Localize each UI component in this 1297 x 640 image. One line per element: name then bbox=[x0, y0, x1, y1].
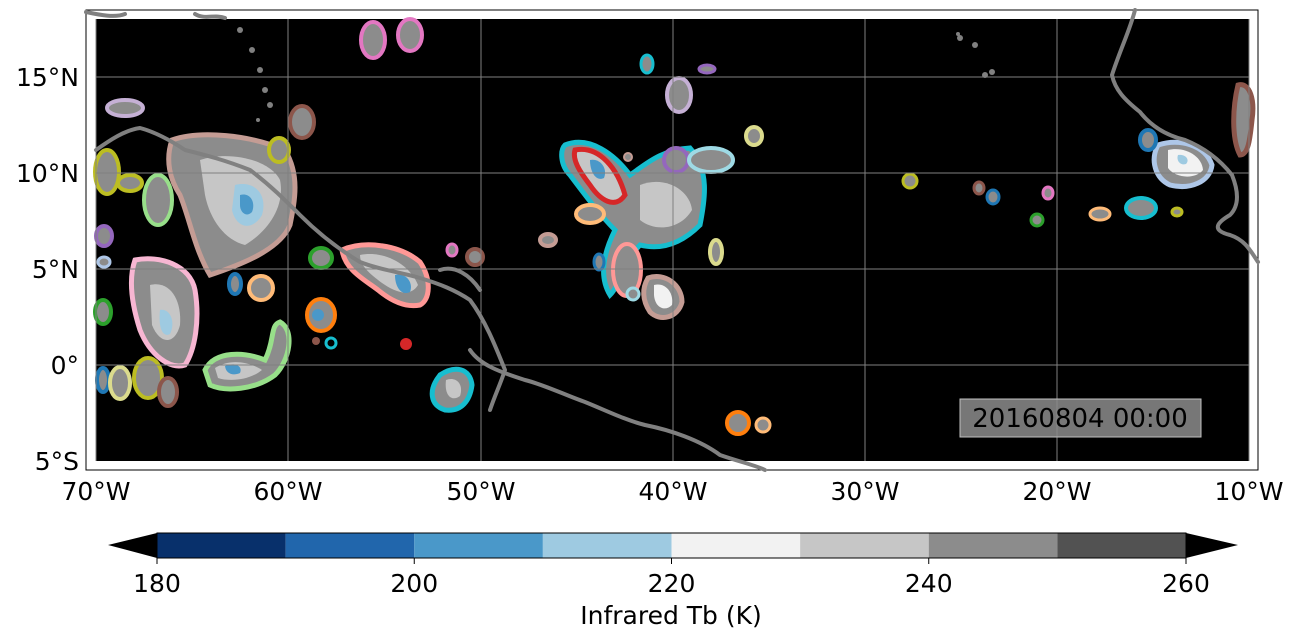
colorbar-segment bbox=[928, 533, 1058, 558]
longitude-tick-labels: 70°W 60°W 50°W 40°W 30°W 20°W 10°W bbox=[61, 477, 1283, 506]
caribbean-islands bbox=[193, 12, 227, 20]
colorbar-segment bbox=[671, 533, 801, 558]
colorbar-segments bbox=[157, 533, 1186, 558]
latitude-tick-label: 5°N bbox=[32, 255, 79, 284]
cloud-cluster bbox=[166, 132, 298, 279]
colorbar-ticks: 180 200 220 240 260 bbox=[133, 558, 1210, 598]
colorbar-label: Infrared Tb (K) bbox=[580, 601, 762, 630]
colorbar-tick-label: 260 bbox=[1162, 569, 1210, 598]
gridlines bbox=[95, 19, 1250, 461]
west-africa-coast bbox=[1110, 8, 1260, 264]
latitude-tick-label: 10°N bbox=[16, 159, 79, 188]
longitude-tick-label: 50°W bbox=[446, 477, 515, 506]
colorbar-segment bbox=[157, 533, 286, 558]
longitude-tick-label: 30°W bbox=[830, 477, 899, 506]
colorbar-tick-label: 200 bbox=[390, 569, 438, 598]
south-america-north-coast bbox=[94, 126, 507, 412]
colorbar-segment bbox=[800, 533, 929, 558]
colorbar: 180 200 220 240 260 Infrared Tb (K) bbox=[108, 532, 1238, 630]
latitude-tick-labels: 15°N 10°N 5°N 0° 5°S bbox=[16, 63, 79, 476]
cloud-cluster bbox=[559, 139, 707, 300]
colorbar-segment bbox=[285, 533, 415, 558]
cloud-cluster bbox=[1151, 139, 1215, 189]
colorbar-tick-label: 220 bbox=[648, 569, 696, 598]
latitude-tick-label: 15°N bbox=[16, 63, 79, 92]
latitude-tick-label: 0° bbox=[51, 351, 79, 380]
colorbar-tick-label: 240 bbox=[905, 569, 953, 598]
timestamp-text: 20160804 00:00 bbox=[972, 404, 1188, 434]
colorbar-tick-label: 180 bbox=[133, 569, 181, 598]
longitude-tick-label: 40°W bbox=[638, 477, 707, 506]
timestamp-box: 20160804 00:00 bbox=[959, 398, 1202, 438]
small-cloud-objects bbox=[93, 17, 1184, 436]
caribbean-coast bbox=[84, 10, 127, 18]
cloud-cluster bbox=[339, 242, 431, 309]
cloud-cluster bbox=[1231, 82, 1256, 158]
cloud-cluster bbox=[429, 366, 475, 413]
longitude-tick-label: 20°W bbox=[1022, 477, 1091, 506]
colorbar-segment bbox=[1057, 533, 1186, 558]
longitude-tick-label: 10°W bbox=[1214, 477, 1283, 506]
coastlines bbox=[84, 8, 1260, 472]
colorbar-segment bbox=[542, 533, 672, 558]
longitude-tick-label: 60°W bbox=[253, 477, 322, 506]
colorbar-extend-high bbox=[1186, 533, 1238, 558]
brazil-coast bbox=[468, 348, 767, 472]
longitude-tick-label: 70°W bbox=[61, 477, 130, 506]
cloud-cluster bbox=[202, 319, 292, 392]
colorbar-segment bbox=[414, 533, 543, 558]
cloud-cluster bbox=[128, 256, 200, 369]
cloud-clusters bbox=[93, 17, 1256, 436]
latitude-tick-label: 5°S bbox=[35, 447, 79, 476]
cloud-cluster bbox=[641, 274, 685, 320]
colorbar-extend-low bbox=[108, 533, 157, 558]
